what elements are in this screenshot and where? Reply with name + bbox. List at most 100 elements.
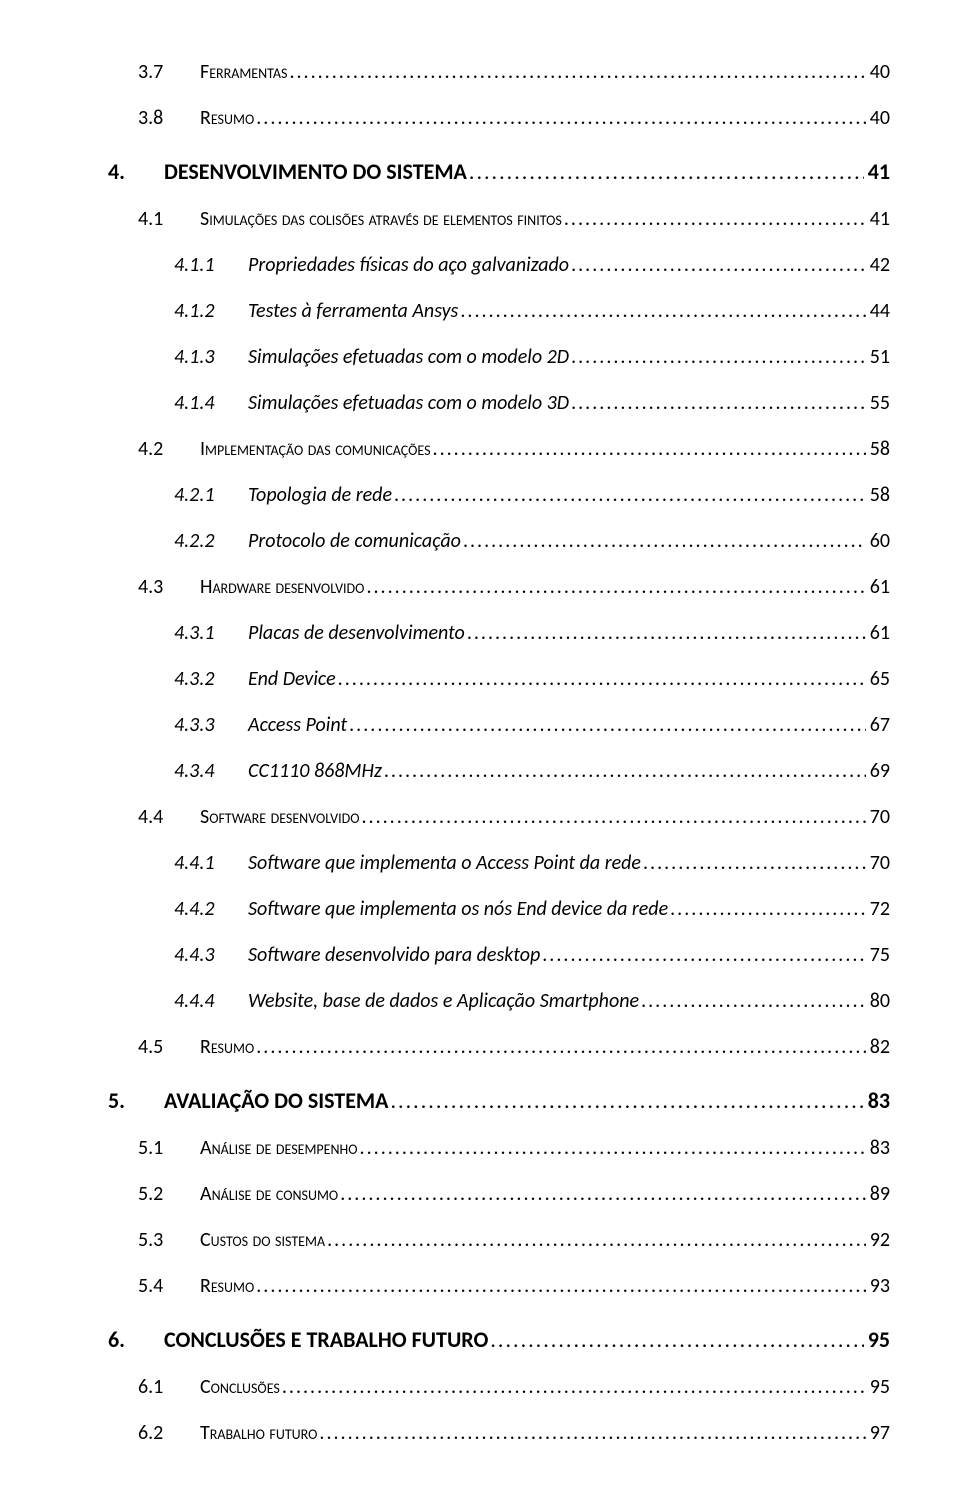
toc-entry-title: Software desenvolvido (200, 805, 361, 829)
toc-dot-leader (641, 989, 866, 1013)
toc-dot-leader (256, 1035, 866, 1059)
toc-entry: 4.3.1Placas de desenvolvimento 61 (174, 621, 890, 645)
toc-entry: 4.3.3Access Point67 (174, 713, 890, 737)
toc-entry-title: Placas de desenvolvimento (248, 621, 467, 645)
toc-entry-page: 58 (866, 483, 890, 507)
toc-entry: 4.1.4Simulações efetuadas com o modelo 3… (174, 391, 890, 415)
toc-entry: 4.4.2Software que implementa os nós End … (174, 897, 890, 921)
toc-entry-number: 4.1.1 (174, 253, 248, 277)
toc-dot-leader (349, 713, 866, 737)
toc-entry-number: 4.4.3 (174, 943, 248, 967)
toc-entry-number: 4.1.2 (174, 299, 248, 323)
toc-entry: 4.5Resumo 82 (138, 1035, 890, 1059)
toc-entry-page: 70 (866, 851, 890, 875)
toc-entry-number: 6. (108, 1326, 164, 1353)
toc-entry-title: Resumo (200, 1035, 256, 1059)
toc-dot-leader (469, 158, 864, 185)
toc-dot-leader (394, 483, 866, 507)
toc-entry: 4.1Simulações das colisões através de el… (138, 207, 890, 231)
toc-dot-leader (361, 805, 865, 829)
toc-dot-leader (282, 1375, 866, 1399)
toc-entry-number: 4.5 (138, 1035, 200, 1059)
toc-entry: 4.4.3Software desenvolvido para desktop 7… (174, 943, 890, 967)
toc-entry: 5.1Análise de desempenho83 (138, 1136, 890, 1160)
toc-entry-page: 65 (866, 667, 890, 691)
toc-entry: 4.3.4CC1110 868MHz69 (174, 759, 890, 783)
toc-entry-number: 3.8 (138, 106, 200, 130)
toc-entry-page: 83 (866, 1136, 890, 1160)
toc-entry-page: 93 (866, 1274, 890, 1298)
toc-entry-number: 5.4 (138, 1274, 200, 1298)
toc-dot-leader (256, 1274, 866, 1298)
toc-entry-page: 40 (866, 106, 890, 130)
toc-entry-number: 4.3.1 (174, 621, 248, 645)
toc-dot-leader (433, 437, 866, 461)
toc-dot-leader (340, 1182, 866, 1206)
toc-entry-page: 41 (866, 207, 890, 231)
toc-entry-page: 82 (866, 1035, 890, 1059)
toc-entry: 4.1.2Testes à ferramenta Ansys44 (174, 299, 890, 323)
toc-entry-page: 42 (866, 253, 890, 277)
toc-entry-title: Trabalho futuro (200, 1421, 319, 1445)
toc-entry: 4.2.2Protocolo de comunicação60 (174, 529, 890, 553)
toc-entry: 5.2Análise de consumo89 (138, 1182, 890, 1206)
toc-entry: 5.AVALIAÇÃO DO SISTEMA83 (108, 1087, 890, 1114)
toc-entry-title: Software que implementa os nós End devic… (248, 897, 670, 921)
toc-entry-title: End Device (248, 667, 338, 691)
toc-entry-title: Testes à ferramenta Ansys (248, 299, 460, 323)
toc-entry: 4.1.3Simulações efetuadas com o modelo 2… (174, 345, 890, 369)
toc-dot-leader (391, 1087, 864, 1114)
toc-entry-page: 75 (866, 943, 890, 967)
toc-entry: 4.4Software desenvolvido 70 (138, 805, 890, 829)
toc-entry-number: 6.1 (138, 1375, 200, 1399)
toc-dot-leader (643, 851, 866, 875)
toc-entry-number: 4.2.1 (174, 483, 248, 507)
toc-entry-number: 4.3.2 (174, 667, 248, 691)
toc-entry-title: Custos do sistema (200, 1228, 327, 1252)
toc-entry-title: Resumo (200, 1274, 256, 1298)
toc-entry: 4.2Implementação das comunicações58 (138, 437, 890, 461)
toc-entry-title: Propriedades físicas do aço galvanizado (248, 253, 571, 277)
toc-entry: 3.7Ferramentas40 (138, 60, 890, 84)
toc-dot-leader (467, 621, 866, 645)
toc-entry-title: Implementação das comunicações (200, 437, 433, 461)
toc-entry: 4.DESENVOLVIMENTO DO SISTEMA41 (108, 158, 890, 185)
toc-entry-number: 4.3.4 (174, 759, 248, 783)
table-of-contents: 3.7Ferramentas403.8Resumo404.DESENVOLVIM… (108, 60, 890, 1445)
toc-entry-number: 4.4 (138, 805, 200, 829)
toc-entry: 4.3Hardware desenvolvido61 (138, 575, 890, 599)
toc-entry-page: 61 (866, 575, 890, 599)
toc-entry-number: 4. (108, 158, 164, 185)
toc-entry-number: 5.3 (138, 1228, 200, 1252)
toc-entry-title: Simulações das colisões através de eleme… (200, 207, 564, 231)
toc-dot-leader (460, 299, 865, 323)
toc-entry-title: Website, base de dados e Aplicação Smart… (248, 989, 641, 1013)
toc-entry-page: 70 (866, 805, 890, 829)
toc-entry-title: Topologia de rede (248, 483, 394, 507)
toc-dot-leader (463, 529, 866, 553)
toc-entry-page: 61 (866, 621, 890, 645)
toc-entry-page: 51 (866, 345, 890, 369)
toc-dot-leader (571, 345, 866, 369)
toc-entry-number: 5. (108, 1087, 164, 1114)
toc-entry-number: 4.3 (138, 575, 200, 599)
toc-entry-number: 4.1.4 (174, 391, 248, 415)
toc-entry: 4.1.1Propriedades físicas do aço galvani… (174, 253, 890, 277)
toc-entry-number: 4.4.1 (174, 851, 248, 875)
toc-entry-title: Resumo (200, 106, 256, 130)
toc-entry-page: 97 (866, 1421, 890, 1445)
toc-dot-leader (490, 1326, 863, 1353)
toc-dot-leader (670, 897, 866, 921)
toc-dot-leader (289, 60, 865, 84)
toc-entry: 6.1Conclusões95 (138, 1375, 890, 1399)
toc-entry-title: CC1110 868MHz (248, 759, 384, 783)
toc-entry-title: Software desenvolvido para desktop (248, 943, 542, 967)
toc-dot-leader (542, 943, 865, 967)
toc-entry-title: Software que implementa o Access Point d… (248, 851, 643, 875)
toc-entry-number: 4.1 (138, 207, 200, 231)
toc-dot-leader (327, 1228, 866, 1252)
toc-dot-leader (319, 1421, 865, 1445)
toc-entry-number: 5.1 (138, 1136, 200, 1160)
toc-entry-page: 40 (866, 60, 890, 84)
toc-entry-title: Access Point (248, 713, 349, 737)
